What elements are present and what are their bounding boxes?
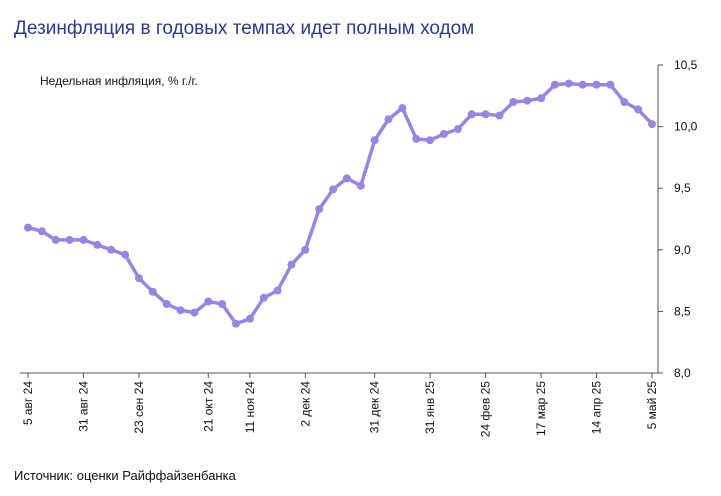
data-point: [648, 120, 656, 129]
data-point: [440, 130, 448, 138]
data-point: [537, 94, 546, 103]
axes: 8,0 8,5 9,0 9,5 10,0 10,5 5 авг 24 31 авг 24 23 …: [20, 58, 698, 437]
data-point: [79, 235, 88, 244]
y-tick-label: 9,5: [674, 181, 691, 195]
series: [24, 79, 656, 328]
data-point: [51, 235, 60, 244]
data-point: [592, 80, 601, 89]
data-point: [190, 308, 199, 317]
data-point: [578, 80, 587, 89]
data-point: [121, 250, 130, 259]
source-note: Источник: оценки Райффайзенбанка: [14, 468, 236, 483]
data-point: [495, 111, 504, 120]
data-point: [342, 174, 351, 183]
data-point: [384, 115, 393, 124]
x-tick-label: 11 ноя 24: [243, 381, 257, 434]
x-tick-label: 5 авг 24: [21, 381, 35, 425]
data-point: [370, 136, 379, 145]
data-point: [398, 104, 407, 113]
data-point: [564, 79, 573, 88]
data-point: [218, 300, 227, 308]
x-tick-label: 31 дек 24: [368, 381, 382, 434]
x-tick-label: 5 май 25: [645, 381, 659, 430]
data-point: [509, 98, 518, 106]
x-tick-label: 31 янв 25: [423, 381, 437, 434]
series-line: [26, 81, 654, 326]
data-point: [134, 274, 143, 283]
x-tick-label: 23 сен 24: [132, 381, 146, 434]
legend-label: Недельная инфляция, % г./г.: [40, 74, 198, 88]
x-tick-label: 17 мар 25: [534, 381, 548, 436]
data-point: [65, 235, 74, 244]
data-point: [287, 260, 296, 269]
data-point: [232, 319, 240, 328]
data-point: [273, 286, 282, 295]
chart-title: Дезинфляция в годовых темпах идет полным…: [14, 18, 475, 39]
data-point: [162, 300, 171, 308]
data-point: [37, 227, 46, 236]
y-tick-label: 9,0: [674, 243, 691, 257]
data-point: [426, 136, 435, 145]
x-tick-label: 21 окт 24: [201, 381, 215, 432]
data-point: [301, 245, 310, 254]
data-point: [606, 80, 615, 89]
data-point: [634, 105, 643, 114]
data-point: [204, 297, 213, 306]
y-tick-label: 10,5: [674, 58, 698, 72]
data-point: [107, 245, 116, 254]
data-point: [453, 125, 462, 134]
data-point: [523, 96, 532, 105]
data-point: [467, 110, 476, 119]
y-tick-label: 8,0: [674, 366, 691, 380]
data-point: [148, 287, 157, 296]
data-point: [550, 80, 559, 89]
x-tick-label: 14 апр 25: [590, 381, 604, 435]
y-tick-label: 10,0: [674, 120, 698, 134]
data-point: [329, 185, 338, 194]
data-point: [245, 314, 254, 323]
x-tick-label: 31 авг 24: [76, 381, 90, 432]
data-point: [356, 181, 365, 190]
data-point: [176, 306, 185, 315]
y-tick-label: 8,5: [674, 304, 691, 318]
data-point: [24, 223, 32, 232]
data-point: [481, 110, 490, 119]
data-point: [412, 134, 421, 143]
data-point: [259, 293, 268, 302]
data-point: [315, 205, 324, 214]
x-tick-label: 24 фев 25: [479, 381, 493, 438]
data-point: [620, 98, 629, 106]
data-point: [93, 240, 102, 249]
x-tick-label: 2 дек 24: [298, 381, 312, 427]
